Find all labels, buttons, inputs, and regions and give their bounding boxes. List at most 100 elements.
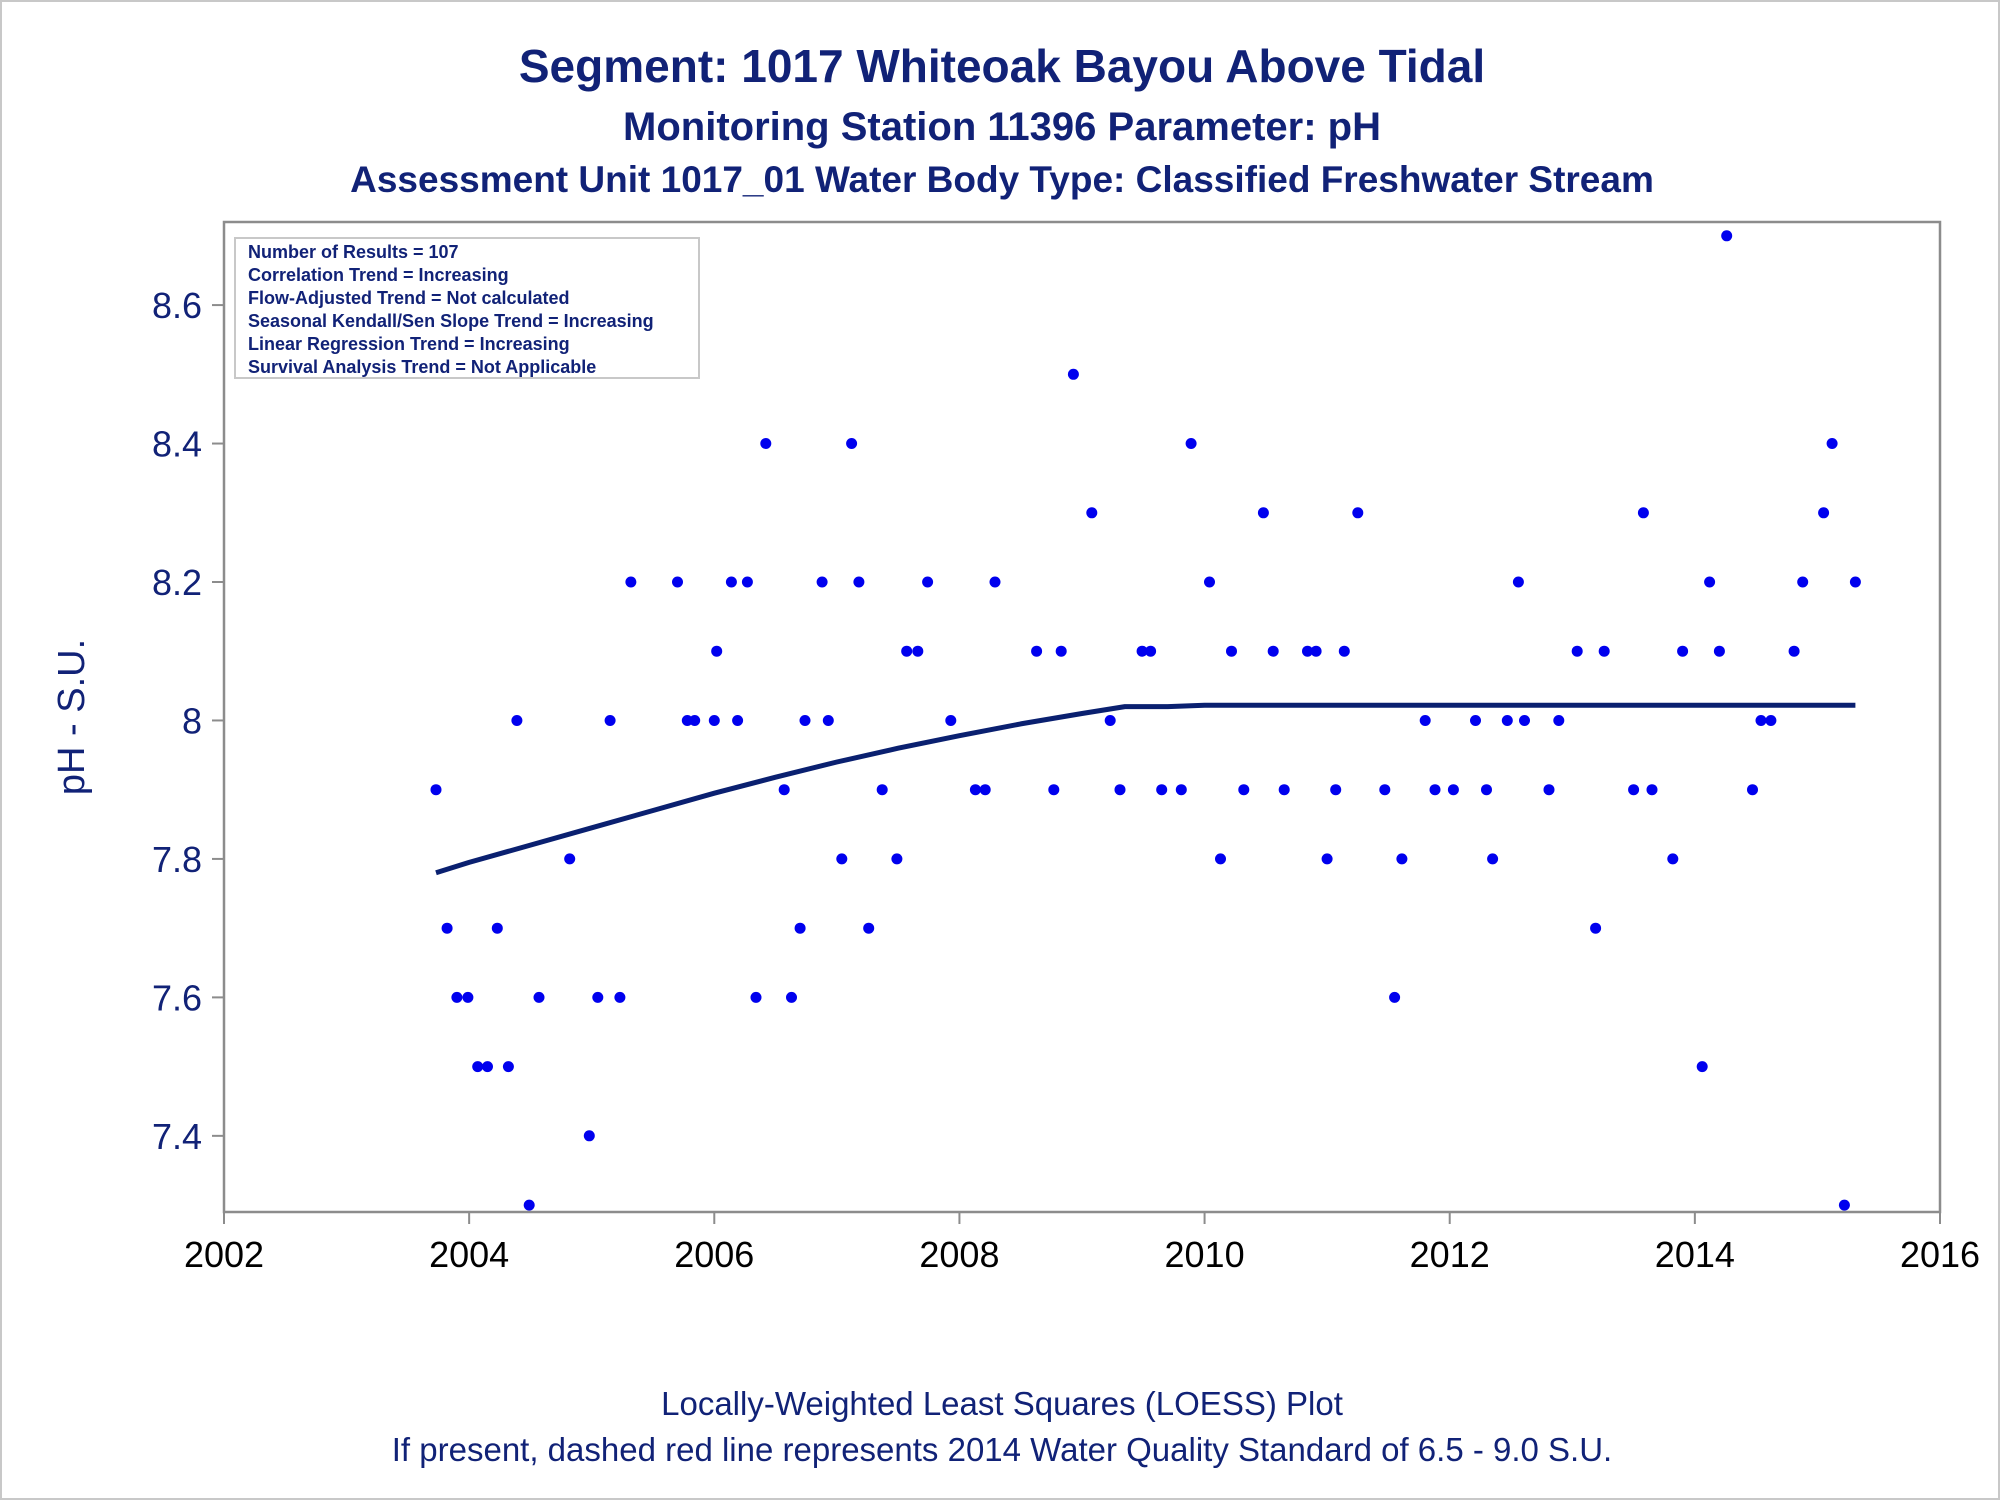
data-point: [969, 784, 981, 796]
data-point: [1512, 576, 1524, 588]
y-tick-label: 8.2: [152, 562, 202, 603]
data-point: [1067, 368, 1079, 380]
chart-subtitle: Monitoring Station 11396 Parameter: pH: [623, 105, 1381, 149]
data-point: [689, 715, 701, 726]
data-point: [1055, 645, 1067, 657]
data-point: [760, 438, 772, 449]
x-tick-label: 2002: [184, 1234, 264, 1275]
data-point: [863, 922, 875, 934]
data-point: [511, 715, 523, 726]
data-point: [989, 576, 1001, 588]
data-point: [1145, 645, 1157, 657]
x-tick-label: 2012: [1410, 1234, 1490, 1275]
data-point: [816, 576, 828, 588]
data-point: [945, 715, 957, 726]
data-point: [1156, 784, 1168, 796]
data-point: [1543, 784, 1555, 796]
data-point: [672, 576, 683, 588]
data-point: [523, 1199, 535, 1211]
data-point: [1818, 507, 1830, 519]
y-tick-label: 7.4: [152, 1116, 202, 1157]
data-point: [1747, 784, 1758, 796]
data-point: [1396, 853, 1408, 865]
data-point: [1598, 645, 1610, 657]
data-point: [1553, 715, 1565, 726]
data-point: [1352, 507, 1364, 519]
data-point: [1204, 576, 1215, 588]
data-point: [922, 576, 934, 588]
data-point: [592, 991, 604, 1003]
data-point: [1114, 784, 1126, 796]
x-tick-label: 2004: [429, 1234, 509, 1275]
data-point: [732, 715, 744, 726]
data-point: [1447, 784, 1459, 796]
data-point: [799, 715, 811, 726]
data-point: [741, 576, 753, 588]
y-tick-label: 7.6: [152, 977, 202, 1018]
data-point: [1185, 438, 1197, 449]
data-point: [502, 1061, 514, 1073]
data-point: [1086, 507, 1098, 519]
y-tick-label: 8.4: [152, 424, 202, 465]
data-point: [711, 645, 723, 657]
x-tick-label: 2016: [1900, 1234, 1980, 1275]
data-point: [462, 991, 474, 1003]
data-point: [1704, 576, 1716, 588]
data-point: [1104, 715, 1116, 726]
chart-subtitle-assessment: Assessment Unit 1017_01 Water Body Type:…: [350, 159, 1654, 200]
data-point: [1481, 784, 1492, 796]
data-point: [1826, 438, 1838, 449]
data-point: [1136, 645, 1148, 657]
data-point: [430, 784, 442, 796]
data-point: [778, 784, 790, 796]
data-point: [1330, 784, 1342, 796]
y-tick-label: 8: [182, 700, 202, 741]
data-point: [901, 645, 913, 657]
data-point: [1590, 922, 1602, 934]
stats-line-seasonal-kendall: Seasonal Kendall/Sen Slope Trend = Incre…: [248, 311, 654, 331]
data-point: [1226, 645, 1237, 657]
data-point: [786, 991, 797, 1003]
data-point: [1487, 853, 1499, 865]
data-point: [1419, 715, 1431, 726]
x-tick-label: 2010: [1165, 1234, 1245, 1275]
plot-frame: [222, 220, 1942, 1214]
data-point: [1797, 576, 1809, 588]
data-point: [451, 991, 463, 1003]
data-point: [1677, 645, 1689, 657]
y-tick-label: 7.8: [152, 839, 202, 880]
data-point: [583, 1130, 595, 1142]
y-axis-label: pH - S.U.: [51, 639, 93, 795]
data-point: [725, 576, 737, 588]
data-point: [1321, 853, 1333, 865]
data-point: [564, 853, 576, 865]
data-point: [1257, 507, 1269, 519]
data-point: [1838, 1199, 1850, 1211]
data-point: [441, 922, 453, 934]
data-point: [1379, 784, 1391, 796]
stats-line-flow-adjusted: Flow-Adjusted Trend = Not calculated: [248, 288, 570, 308]
y-tick-label: 8.6: [152, 285, 202, 326]
chart-title: Segment: 1017 Whiteoak Bayou Above Tidal: [519, 40, 1485, 92]
data-point: [1571, 645, 1583, 657]
data-point: [1238, 784, 1250, 796]
data-point: [482, 1061, 493, 1073]
data-point: [625, 576, 637, 588]
data-point: [1278, 784, 1290, 796]
stats-box: Number of Results = 107 Correlation Tren…: [234, 237, 700, 379]
data-point: [708, 715, 720, 726]
data-point: [979, 784, 991, 796]
stats-line-results: Number of Results = 107: [248, 242, 459, 262]
data-point: [1713, 645, 1725, 657]
data-point: [1389, 991, 1401, 1003]
data-point: [912, 645, 924, 657]
x-tick-label: 2008: [919, 1234, 999, 1275]
data-point: [1267, 645, 1279, 657]
stats-line-survival: Survival Analysis Trend = Not Applicable: [248, 357, 596, 377]
data-point: [1721, 230, 1733, 242]
data-point: [794, 922, 806, 934]
stats-line-linear-regression: Linear Regression Trend = Increasing: [248, 334, 570, 354]
data-point: [491, 922, 503, 934]
